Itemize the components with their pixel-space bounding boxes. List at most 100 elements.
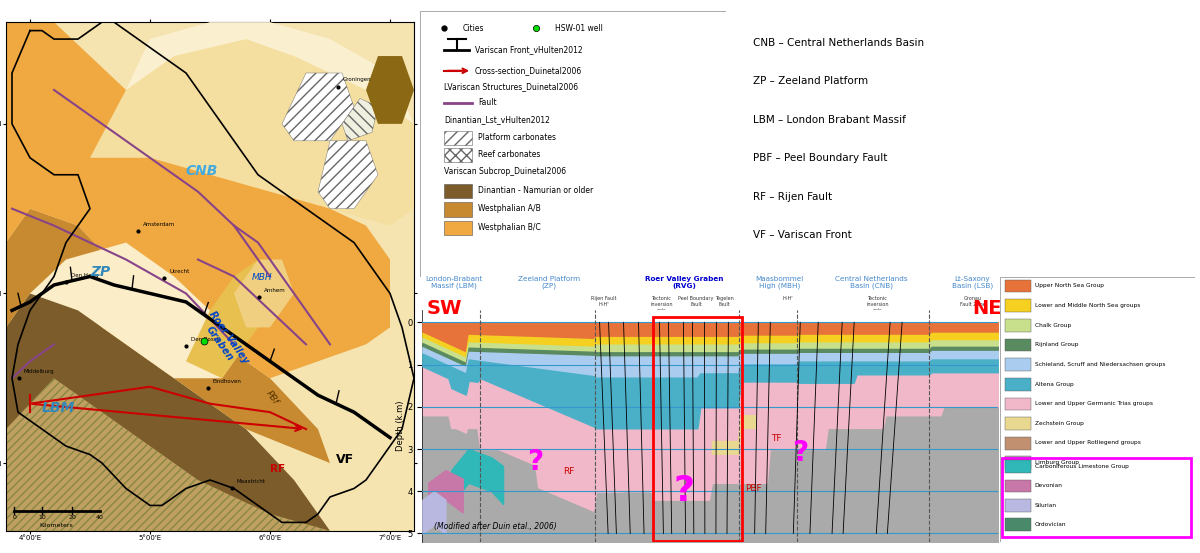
Text: Utrecht: Utrecht	[169, 269, 190, 274]
Text: LVariscan Structures_Duinetal2006: LVariscan Structures_Duinetal2006	[444, 82, 578, 91]
Text: Upper North Sea Group: Upper North Sea Group	[1034, 283, 1104, 288]
Text: 40: 40	[96, 515, 103, 520]
Text: LBM – London Brabant Massif: LBM – London Brabant Massif	[752, 115, 906, 125]
Text: ?: ?	[527, 448, 542, 476]
Text: Dinantian - Namurian or older: Dinantian - Namurian or older	[478, 186, 593, 195]
Text: Devonian: Devonian	[1034, 483, 1063, 488]
Text: Gronau
Fault Zone: Gronau Fault Zone	[960, 296, 985, 307]
Bar	[1002, 458, 1192, 536]
Text: RF: RF	[270, 463, 286, 473]
Bar	[1006, 417, 1031, 430]
Text: VF: VF	[336, 453, 354, 466]
Text: Cities: Cities	[463, 24, 485, 33]
Text: Lower and Upper Rotliegend groups: Lower and Upper Rotliegend groups	[1034, 440, 1141, 445]
Bar	[1006, 338, 1031, 351]
Text: Den Haag: Den Haag	[71, 273, 98, 278]
Text: SW: SW	[427, 299, 462, 319]
Text: ?: ?	[674, 474, 695, 508]
Polygon shape	[6, 378, 330, 531]
Text: Maasbommel
High (MBH): Maasbommel High (MBH)	[755, 275, 804, 289]
Text: Schieland, Scruff and Niedersachsen groups: Schieland, Scruff and Niedersachsen grou…	[1034, 362, 1165, 367]
Text: Variscan Front_vHulten2012: Variscan Front_vHulten2012	[475, 45, 583, 54]
Bar	[1006, 358, 1031, 371]
Text: Zeeland Platform
(ZP): Zeeland Platform (ZP)	[518, 275, 580, 289]
Text: VF – Variscan Front: VF – Variscan Front	[752, 231, 852, 241]
Text: Peel Boundary
Fault: Peel Boundary Fault	[678, 296, 714, 307]
Text: ?: ?	[792, 439, 808, 467]
Polygon shape	[282, 73, 354, 141]
Text: 10: 10	[38, 515, 46, 520]
Bar	[444, 221, 472, 236]
Text: Zechstein Group: Zechstein Group	[1034, 421, 1084, 426]
Text: Eindhoven: Eindhoven	[212, 379, 241, 384]
Text: 20: 20	[68, 515, 76, 520]
Text: Tectonic
inversion
axis: Tectonic inversion axis	[650, 296, 673, 312]
Text: RF – Rijen Fault: RF – Rijen Fault	[752, 192, 832, 202]
Text: (Modified after Duin etal., 2006): (Modified after Duin etal., 2006)	[434, 522, 557, 531]
Text: HSW-01 well: HSW-01 well	[554, 24, 602, 33]
Text: Fault: Fault	[478, 98, 497, 107]
Text: Tegelen
Fault: Tegelen Fault	[715, 296, 734, 307]
Text: Carboniferous Limestone Group: Carboniferous Limestone Group	[1034, 464, 1129, 469]
Text: Westphalian B/C: Westphalian B/C	[478, 223, 541, 232]
Text: Tectonic
inversion
axis: Tectonic inversion axis	[866, 296, 889, 312]
Bar	[653, 317, 742, 541]
Text: Roer Valley Graben
(RVG): Roer Valley Graben (RVG)	[646, 275, 724, 289]
Bar	[1006, 456, 1031, 469]
Text: ZP: ZP	[90, 265, 110, 279]
Text: 0: 0	[12, 515, 17, 520]
Polygon shape	[126, 22, 414, 124]
Bar	[1006, 398, 1031, 410]
Bar	[444, 148, 472, 163]
Polygon shape	[186, 259, 282, 378]
Text: CNB: CNB	[186, 164, 218, 178]
Text: H-H': H-H'	[782, 296, 793, 301]
Text: Altena Group: Altena Group	[1034, 382, 1074, 387]
Text: Reef carbonates: Reef carbonates	[478, 150, 540, 159]
Text: Amsterdam: Amsterdam	[143, 222, 175, 227]
Text: Limburg Group: Limburg Group	[1034, 460, 1079, 465]
Bar	[1006, 299, 1031, 312]
Text: LBM: LBM	[42, 401, 76, 415]
Text: Arnhem: Arnhem	[264, 288, 286, 293]
Text: Kilometers: Kilometers	[40, 524, 73, 529]
Polygon shape	[6, 22, 390, 378]
Bar	[444, 184, 472, 198]
Text: ZP – Zeeland Platform: ZP – Zeeland Platform	[752, 76, 868, 86]
Text: Maastricht: Maastricht	[236, 479, 265, 484]
Bar	[1006, 319, 1031, 332]
Text: Roer Valley
Graben: Roer Valley Graben	[198, 309, 251, 372]
Text: Westphalian A/B: Westphalian A/B	[478, 204, 541, 213]
Text: Dinantian_Lst_vHulten2012: Dinantian_Lst_vHulten2012	[444, 116, 551, 124]
Text: Rijnland Group: Rijnland Group	[1034, 342, 1079, 347]
Bar	[1006, 280, 1031, 293]
Polygon shape	[6, 208, 330, 463]
Text: Silurian: Silurian	[1034, 503, 1057, 508]
Y-axis label: Depth (k.m): Depth (k.m)	[396, 400, 404, 451]
Text: Cross-section_Duinetal2006: Cross-section_Duinetal2006	[475, 66, 582, 75]
Text: PBF – Peel Boundary Fault: PBF – Peel Boundary Fault	[752, 153, 887, 163]
Text: London-Brabant
Massif (LBM): London-Brabant Massif (LBM)	[425, 275, 482, 289]
Text: Lower and Upper Germanic Trias groups: Lower and Upper Germanic Trias groups	[1034, 401, 1153, 406]
Text: Chalk Group: Chalk Group	[1034, 322, 1072, 327]
Polygon shape	[342, 98, 378, 141]
Polygon shape	[30, 243, 246, 378]
Polygon shape	[234, 259, 294, 327]
Text: Rijen Fault
H-H': Rijen Fault H-H'	[592, 296, 617, 307]
Text: Central Netherlands
Basin (CNB): Central Netherlands Basin (CNB)	[835, 275, 908, 289]
Polygon shape	[318, 141, 378, 208]
Text: Variscan Subcrop_Duinetal2006: Variscan Subcrop_Duinetal2006	[444, 167, 566, 176]
Text: Platform carbonates: Platform carbonates	[478, 133, 556, 142]
Text: PBf: PBf	[264, 389, 280, 406]
Text: NE: NE	[972, 299, 1002, 319]
Bar	[1006, 499, 1031, 512]
Polygon shape	[6, 294, 330, 531]
Text: PBF: PBF	[745, 484, 762, 493]
Bar	[444, 131, 472, 145]
Text: Den Bosch: Den Bosch	[191, 337, 220, 342]
Text: RF: RF	[564, 467, 575, 476]
Bar	[1006, 460, 1031, 473]
Text: Groningen: Groningen	[343, 77, 372, 82]
Bar	[1006, 378, 1031, 390]
Polygon shape	[366, 56, 414, 124]
